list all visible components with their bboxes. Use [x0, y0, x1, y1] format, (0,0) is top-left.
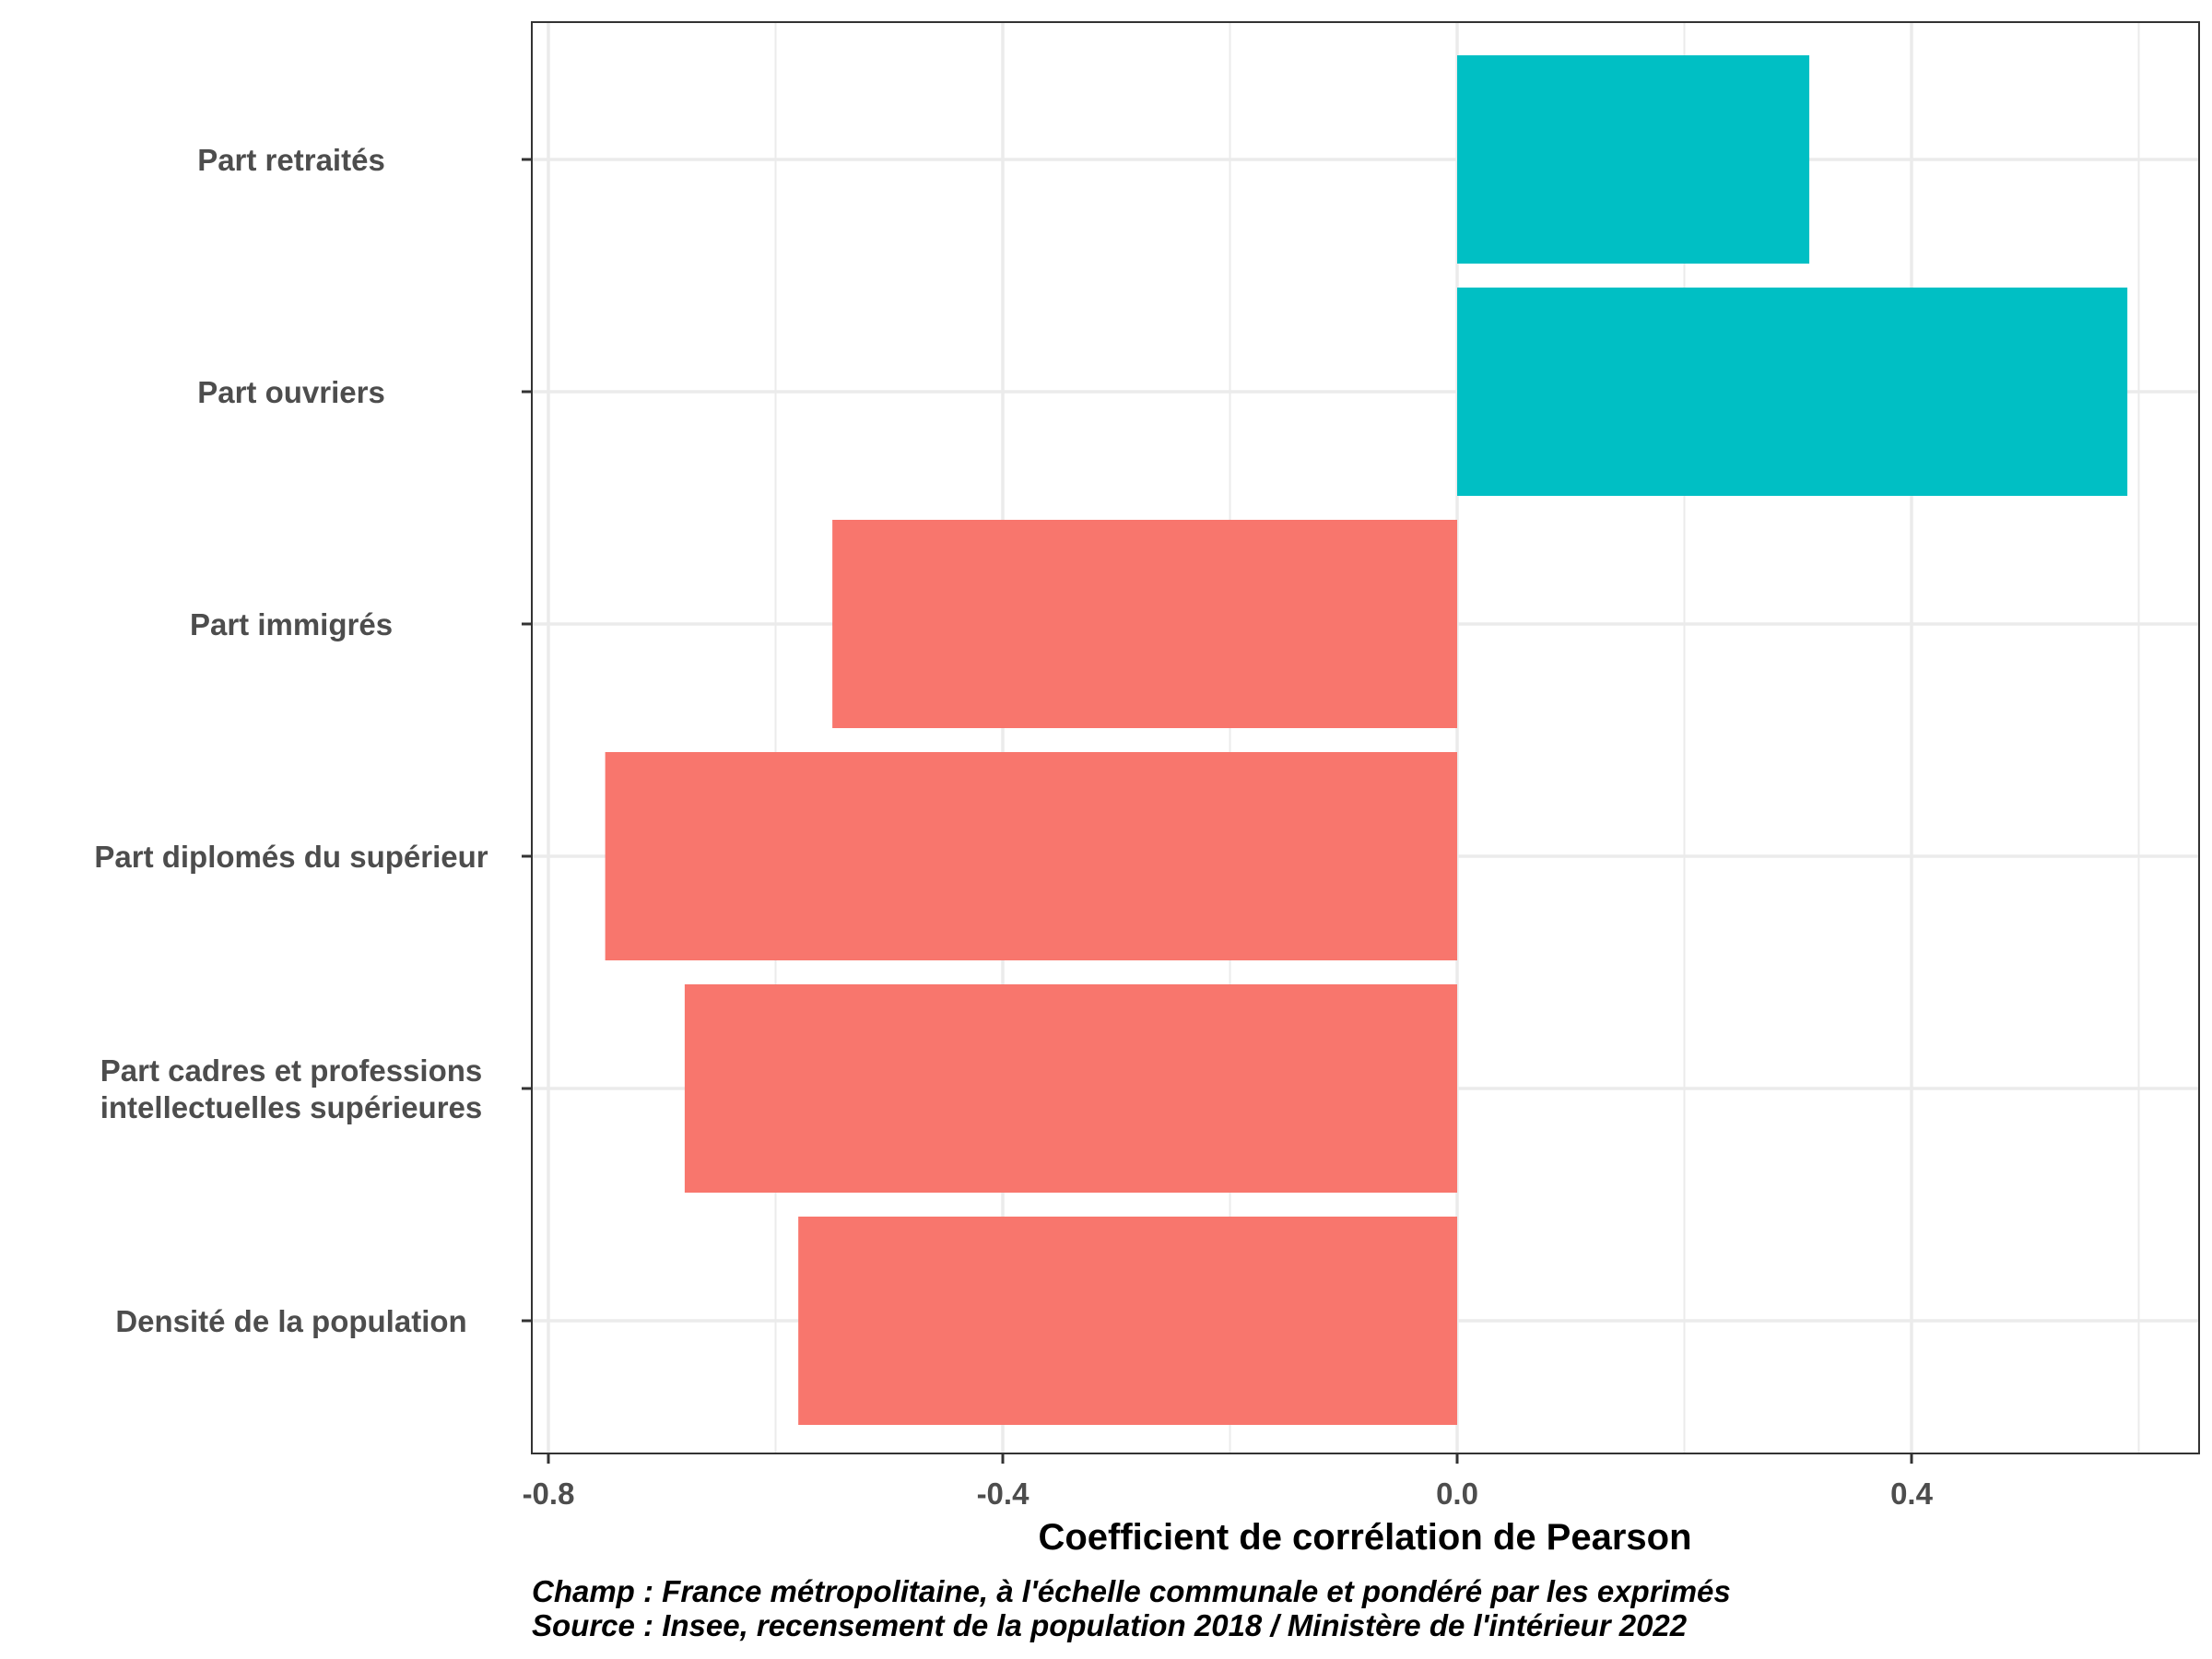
bar — [1457, 288, 2128, 496]
x-tick-label: -0.4 — [977, 1477, 1030, 1511]
x-tick-label: -0.8 — [523, 1477, 575, 1511]
y-tick-label: Part retraités — [197, 143, 385, 177]
y-axis: Part retraités Part ouvriers Part immigrés… — [94, 143, 532, 1338]
panel-border — [531, 21, 2200, 1454]
y-tick-label: Part diplomés du supérieur — [94, 840, 488, 874]
bar — [605, 752, 1457, 960]
x-axis-title: Coefficient de corrélation de Pearson — [1038, 1517, 1691, 1558]
bar — [798, 1217, 1457, 1425]
bar — [1457, 55, 1810, 264]
x-tick-label: 0.0 — [1436, 1477, 1478, 1511]
caption-source: Source : Insee, recensement de la popula… — [532, 1608, 1688, 1642]
bar — [684, 984, 1457, 1193]
y-tick-label: Part immigrés — [190, 607, 393, 641]
y-tick-label: Densité de la population — [115, 1304, 466, 1338]
x-axis: -0.8 -0.4 0.0 0.4 — [523, 1453, 1934, 1511]
bars — [605, 55, 2128, 1425]
y-tick-label: Part ouvriers — [197, 375, 385, 409]
x-tick-label: 0.4 — [1890, 1477, 1934, 1511]
caption-field: Champ : France métropolitaine, à l'échel… — [532, 1574, 1731, 1608]
y-tick-label: Part cadres et professions intellectuelle… — [100, 1053, 483, 1124]
bar — [832, 520, 1457, 728]
panel-background — [532, 22, 2199, 1453]
